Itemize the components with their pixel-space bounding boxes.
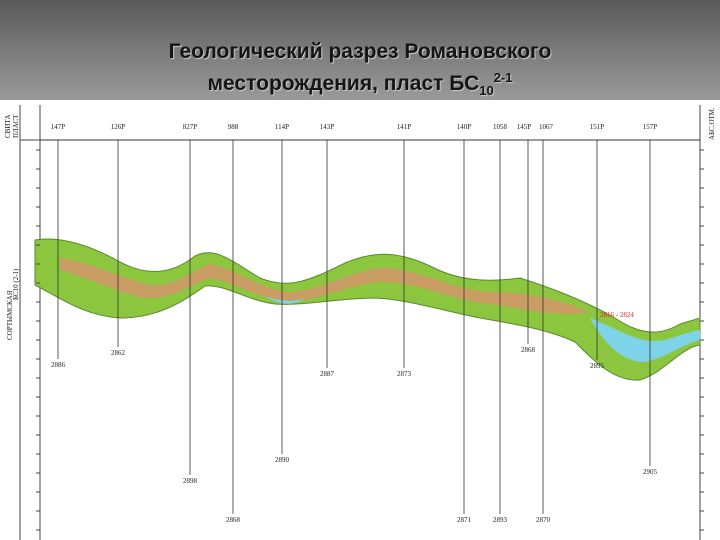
well-depth: 2870 [536,516,551,524]
col-header: ПЛАСТ [12,114,20,138]
well-name: 126Р [111,123,126,131]
header: Геологический разрез Романовского местор… [0,0,720,100]
well-name: 141Р [397,123,412,131]
well-name: 145Р [517,123,532,131]
sand-layer [60,258,590,314]
title: Геологический разрез Романовского [168,40,552,63]
well-name: 988 [228,123,239,131]
well-name: 1058 [493,123,508,131]
well-name: 147Р [51,123,66,131]
col-header: СВИТА [4,115,12,138]
well-depth: 2890 [275,456,290,464]
well-depth: 2887 [320,370,335,378]
well-depth: 2873 [397,370,412,378]
well-depth: 2898 [183,477,198,485]
well-depth: 2886 [51,361,66,369]
well-name: 143Р [320,123,335,131]
well-name: 114Р [275,123,289,131]
water-lens [265,296,305,304]
well-depth: 2895 [590,362,605,370]
well-name: 140Р [457,123,472,131]
well-depth: 2905 [643,468,658,476]
section: СВИТА ПЛАСТ СОРТЫМСКАЯ БС10 (2-1) АБС.ОТ… [0,100,720,540]
well-name: 151Р [590,123,605,131]
layer: БС10 (2-1) [12,268,20,300]
well-depth: 2862 [111,349,126,357]
well-depth: 2868 [521,346,536,354]
superscript: 2-1 [493,70,513,85]
title: месторождения, пласт БС [207,72,480,95]
well-name: 157Р [643,123,658,131]
well-depth: 2868 [226,516,241,524]
title: месторождения, пласт БС102-1 [0,70,720,98]
annotation: 2816 - 2824 [600,311,634,319]
well-name: 1067 [539,123,554,131]
formation: СОРТЫМСКАЯ [6,290,14,340]
well-name: 827Р [183,123,198,131]
well-depth: 2871 [457,516,472,524]
subscript: 10 [479,83,494,99]
well-depth: 2893 [493,516,508,524]
water-lens [590,318,700,362]
axis-title: АБС.ОТМ. [708,107,716,140]
